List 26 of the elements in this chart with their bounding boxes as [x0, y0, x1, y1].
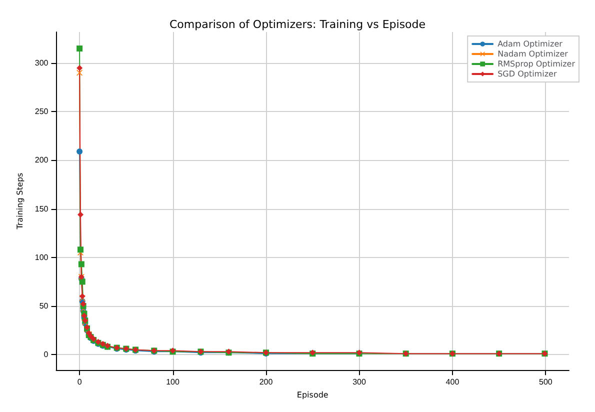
y-tick-label: 150: [34, 204, 49, 214]
y-tick-label: 250: [34, 107, 49, 116]
y-tick-label: 300: [34, 58, 49, 68]
y-tick-label: 50: [39, 301, 49, 310]
legend-label: SGD Optimizer: [498, 70, 558, 78]
point: [79, 278, 86, 285]
x-tick-label: 400: [446, 378, 460, 387]
x-tick-label: 200: [259, 378, 274, 387]
point: [77, 212, 84, 218]
point: [76, 46, 83, 52]
legend-label: Nadam Optimizer: [498, 50, 569, 58]
legend-label: RMSprop Optimizer: [498, 60, 576, 68]
chart-title: Comparison of Optimizers: Training vs Episode: [169, 18, 426, 31]
x-tick-label: 500: [539, 378, 553, 387]
x-tick-label: 300: [352, 378, 366, 387]
legend-label: Adam Optimizer: [498, 40, 564, 48]
point: [76, 64, 83, 71]
x-tick-label: 0: [77, 378, 82, 387]
y-tick-label: 200: [34, 156, 49, 165]
point: [76, 148, 83, 154]
y-axis-title: Training Steps: [16, 172, 24, 230]
point: [78, 261, 84, 268]
x-tick-label: 100: [166, 378, 180, 387]
y-tick-label: 100: [34, 252, 49, 262]
y-tick-label: 0: [44, 350, 49, 360]
x-axis-title: Episode: [296, 390, 328, 400]
